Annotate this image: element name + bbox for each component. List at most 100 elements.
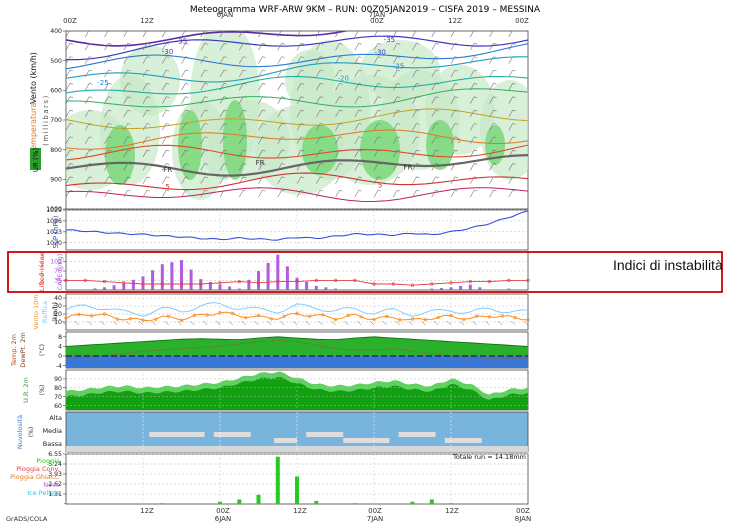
wind-barb-flag [397, 189, 401, 192]
cape-bar [141, 276, 145, 290]
wind-barb [219, 136, 225, 144]
wind-barb [527, 183, 528, 184]
w10-arrow [190, 320, 195, 326]
ua-ytick-6-label: 1000 [46, 206, 62, 213]
wind-barb-flag [166, 42, 170, 45]
wind-barb [181, 83, 186, 91]
w10-marker [513, 316, 517, 320]
wind-barb-flag [243, 109, 247, 112]
wind-barb [219, 149, 225, 158]
wind-barb [66, 69, 71, 78]
wind-barb [431, 109, 437, 118]
w10-marker [359, 315, 363, 319]
wind-barb [489, 163, 494, 171]
wind-barb-flag [243, 56, 247, 58]
wind-barb [335, 176, 340, 184]
cape-bar [189, 269, 193, 290]
wind-barb [104, 176, 109, 184]
wind-barb-flag [377, 176, 382, 179]
wind-barb-flag [204, 123, 208, 125]
wind-barb-flag [532, 137, 535, 138]
wind-barb [412, 56, 417, 64]
wind-barb-flag [512, 56, 516, 58]
rh2m-panel: 90 80 70 60 U.R. 2m (%) [22, 369, 529, 411]
w10-marker [269, 317, 273, 321]
wind-barb-flag [377, 83, 382, 85]
t2-ytick-1-label: 4 [58, 344, 62, 351]
wind-barb [238, 96, 244, 104]
wind-barb [489, 149, 494, 158]
wind-barb [142, 176, 148, 184]
wind-barb [123, 136, 129, 144]
wind-barb [200, 189, 206, 198]
wind-barb-flag [358, 83, 362, 85]
wind-barb [469, 43, 475, 51]
cape-bar [180, 260, 183, 290]
contour-label-3: -35 [384, 36, 395, 44]
w10-arrow [113, 320, 118, 326]
w10-arrow [472, 320, 477, 326]
wind10m-series-line [65, 311, 528, 322]
wind-barb-flag [127, 149, 131, 152]
wind-barb-flag [69, 109, 74, 112]
contour-label-4: -30 [374, 48, 385, 56]
wind-barb-flag [127, 176, 131, 179]
cape-bar [439, 288, 443, 290]
wind-barb-flag [397, 96, 401, 98]
wind-barb-flag [474, 176, 478, 179]
wind-barb-flag [320, 69, 324, 72]
wind-barb-flag [243, 123, 247, 125]
below-zero-band [66, 356, 528, 368]
wind-barb [450, 109, 456, 118]
wind-barb [84, 56, 90, 64]
wind-barb [527, 169, 528, 171]
wind-barb [66, 31, 70, 38]
ua-ytick-5-label: 900 [50, 177, 62, 184]
grads-credit: GrADS/COLA [6, 515, 48, 523]
wind-barb [508, 149, 514, 158]
wind-barb-flag [435, 149, 439, 152]
wind-barb [84, 83, 90, 91]
w10-ytick-3-label: 10 [54, 319, 62, 326]
wind-barb [181, 163, 186, 171]
wind-barb-flag [204, 149, 208, 152]
w10-arrow [511, 320, 516, 326]
wind-barb-flag [69, 136, 74, 139]
wind-barb-flag [377, 149, 382, 152]
wind-barb-flag [435, 176, 439, 179]
precip-panel: 6.55 5.24 3.93 2.62 1.31 Totale run = 14.18m… [10, 451, 529, 505]
slp-ytick-0-label: 1029 [46, 207, 62, 214]
li-marker-7 [199, 282, 203, 286]
rain-bar-12 [295, 476, 299, 504]
wind-barb-flag [474, 123, 478, 125]
wind-barb [200, 43, 206, 51]
wind-barb [354, 163, 360, 171]
wind-barb-flag [532, 163, 535, 164]
wind-barb [527, 89, 528, 91]
rain-bar-10 [256, 494, 261, 504]
w10-arrow [318, 320, 323, 326]
wind-barb-flag [493, 176, 497, 179]
top-tick-12z: 12Z [140, 17, 154, 25]
wind-barb-flag [339, 42, 343, 45]
wind-barb [238, 31, 243, 38]
wind-barb [277, 123, 283, 131]
rh2m-y-ticks: 90 80 70 60 [54, 376, 66, 410]
isotherm-line-1 [66, 35, 528, 61]
wind-barb-flag [358, 123, 362, 125]
wind-barb-flag [320, 136, 324, 139]
wind-barb [277, 149, 283, 158]
wind-barb-flag [320, 163, 324, 165]
wind-barb [277, 176, 283, 184]
wind-barb [161, 189, 167, 198]
wind-barb-flag [435, 163, 439, 165]
pr-ytick-3-label: 2.62 [48, 481, 62, 488]
w10-arrow [446, 320, 452, 326]
wind-barb-flag [243, 136, 247, 139]
wind-barb-flag [166, 83, 170, 85]
bottom-date-6jan: 6JAN [215, 515, 231, 523]
w10-arrow [254, 320, 259, 326]
wind-barb [354, 176, 360, 184]
wind-barb-flag [89, 83, 93, 85]
w10-arrow [369, 320, 375, 326]
